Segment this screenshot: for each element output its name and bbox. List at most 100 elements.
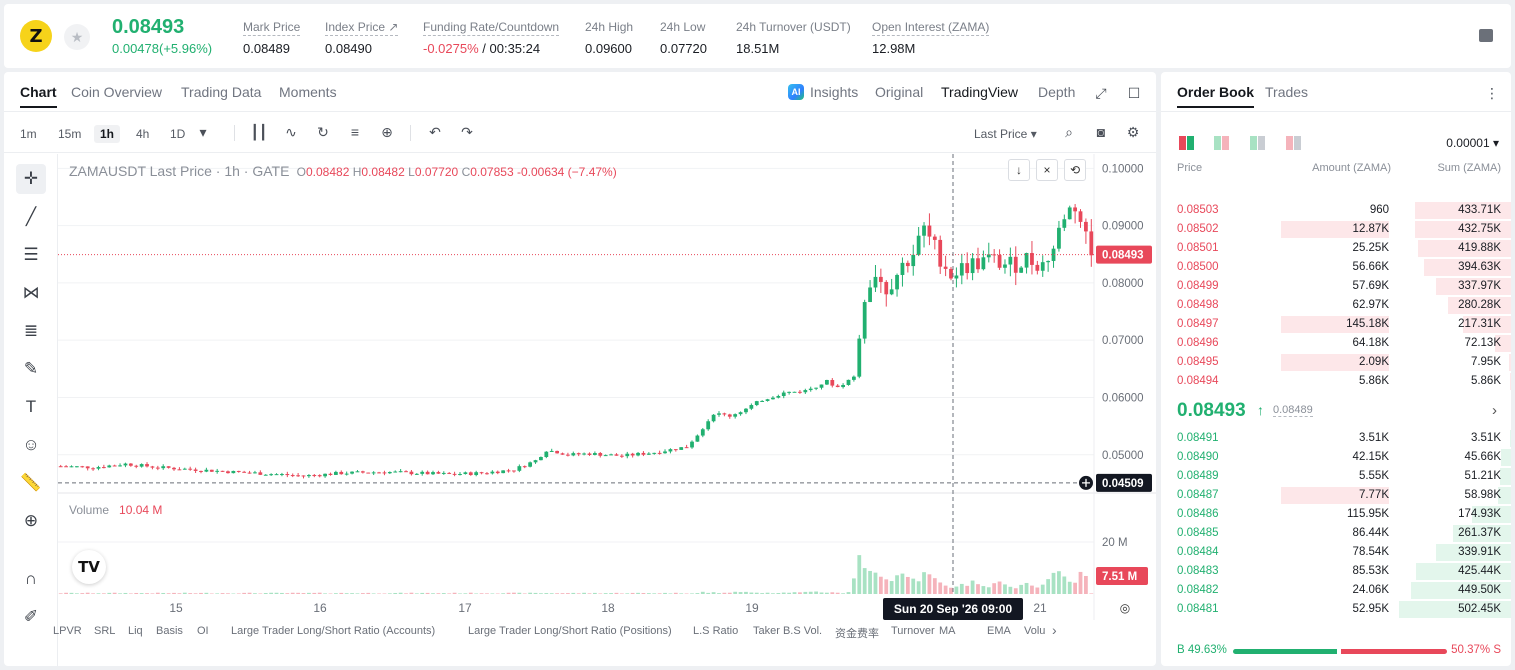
trend-line-icon[interactable]: ╱ <box>25 207 37 226</box>
ask-row[interactable]: 0.08499 57.69K 337.97K <box>1161 277 1511 296</box>
view-bid-ask-icon[interactable] <box>1214 136 1230 150</box>
indicator-2[interactable]: Liq <box>128 625 143 637</box>
candle-body <box>749 405 754 409</box>
settings-icon[interactable]: ◎ <box>1114 598 1136 620</box>
indicator-1[interactable]: SRL <box>94 625 116 637</box>
bid-row[interactable]: 0.08487 7.77K 58.98K <box>1161 486 1511 505</box>
camera-icon[interactable]: ◙ <box>1096 124 1106 140</box>
tab-coin-overview[interactable]: Coin Overview <box>71 84 163 100</box>
candle-type-icon[interactable]: ┃┃ <box>250 124 268 140</box>
indicator-9[interactable]: 资金费率 <box>835 628 879 640</box>
indicator-13[interactable]: Volu <box>1024 625 1046 637</box>
view-bids-icon[interactable] <box>1250 136 1266 150</box>
undo-icon[interactable]: ↶ <box>429 124 441 140</box>
view-depth[interactable]: Depth <box>1038 84 1076 100</box>
timeframe-4h[interactable]: 4h <box>136 127 150 141</box>
indicator-12[interactable]: EMA <box>987 625 1011 637</box>
ask-row[interactable]: 0.08497 145.18K 217.31K <box>1161 315 1511 334</box>
price-type-select[interactable]: Last Price ▾ <box>974 127 1037 141</box>
precision-select[interactable]: 0.00001 ▾ <box>1446 136 1499 150</box>
search-icon[interactable]: ⌕ <box>1065 124 1073 140</box>
candle-body <box>976 258 980 270</box>
tab-trades[interactable]: Trades <box>1265 84 1309 100</box>
redo-icon[interactable]: ↷ <box>461 124 473 140</box>
tab-order-book[interactable]: Order Book <box>1177 84 1255 108</box>
view-asks-icon[interactable] <box>1286 136 1302 150</box>
stat-label[interactable]: Open Interest (ZAMA) <box>872 20 990 36</box>
window-icon[interactable]: ☐ <box>1127 85 1141 101</box>
ask-row[interactable]: 0.08503 960 433.71K <box>1161 201 1511 220</box>
magnet-icon[interactable]: ∩ <box>24 569 38 588</box>
more-icon[interactable]: ⋮ <box>1485 85 1499 101</box>
pencil-lock-icon[interactable]: ✐ <box>23 607 39 626</box>
candle-body <box>1073 207 1078 212</box>
tab-moments[interactable]: Moments <box>279 84 337 100</box>
favorite-star-icon[interactable]: ★ <box>64 24 90 50</box>
collapse-icon[interactable]: × <box>1036 159 1058 181</box>
indicators-icon[interactable]: ∿ <box>285 124 297 140</box>
indicator-5[interactable]: Large Trader Long/Short Ratio (Accounts) <box>231 625 436 637</box>
chevron-right-icon[interactable]: › <box>1492 402 1497 419</box>
bid-row[interactable]: 0.08486 115.95K 174.93K <box>1161 505 1511 524</box>
view-tradingview[interactable]: TradingView <box>941 84 1019 100</box>
stat-label[interactable]: Index Price ↗ <box>325 20 399 36</box>
tab-trading-data[interactable]: Trading Data <box>181 84 262 100</box>
ask-row[interactable]: 0.08500 56.66K 394.63K <box>1161 258 1511 277</box>
indicator-10[interactable]: Turnover <box>891 625 935 637</box>
ask-row[interactable]: 0.08502 12.87K 432.75K <box>1161 220 1511 239</box>
add-alert-icon[interactable]: ⊕ <box>381 124 393 140</box>
ask-row[interactable]: 0.08494 5.86K 5.86K <box>1161 372 1511 391</box>
replay-icon[interactable]: ↻ <box>317 124 329 140</box>
bid-row[interactable]: 0.08483 85.53K 425.44K <box>1161 562 1511 581</box>
zoom-in-icon[interactable]: ⊕ <box>23 511 39 530</box>
gear-icon[interactable]: ⚙ <box>1126 124 1140 140</box>
bid-row[interactable]: 0.08481 52.95K 502.45K <box>1161 600 1511 619</box>
timeframe-1m[interactable]: 1m <box>20 127 37 141</box>
timeframe-1h[interactable]: 1h <box>94 125 121 143</box>
stat-label[interactable]: Mark Price <box>243 20 301 36</box>
pattern-icon[interactable]: ⋈ <box>22 283 40 302</box>
bid-row[interactable]: 0.08491 3.51K 3.51K <box>1161 429 1511 448</box>
ask-row[interactable]: 0.08498 62.97K 280.28K <box>1161 296 1511 315</box>
volume-bar <box>711 592 716 594</box>
refresh-icon[interactable]: ⟲ <box>1064 159 1086 181</box>
text-icon[interactable]: T <box>25 397 37 416</box>
fib-icon[interactable]: ≣ <box>23 321 39 340</box>
bid-row[interactable]: 0.08485 86.44K 261.37K <box>1161 524 1511 543</box>
indicator-11[interactable]: MA <box>939 625 956 637</box>
view-original[interactable]: Original <box>875 84 924 100</box>
ask-row[interactable]: 0.08496 64.18K 72.13K <box>1161 334 1511 353</box>
bid-row[interactable]: 0.08482 24.06K 449.50K <box>1161 581 1511 600</box>
ask-row[interactable]: 0.08501 25.25K 419.88K <box>1161 239 1511 258</box>
stat-label[interactable]: Funding Rate/Countdown <box>423 20 560 36</box>
indicator-4[interactable]: OI <box>197 625 209 637</box>
expand-icon[interactable]: ⤢ <box>1095 85 1107 101</box>
brush-icon[interactable]: ✎ <box>23 359 39 378</box>
ruler-icon[interactable]: 📏 <box>20 473 42 492</box>
indicator-0[interactable]: LPVR <box>53 625 82 637</box>
view-both-icon[interactable] <box>1179 136 1195 150</box>
chevron-right-icon[interactable]: › <box>1052 622 1057 638</box>
arrow-down-icon[interactable]: ↓ <box>1008 159 1030 181</box>
bid-row[interactable]: 0.08489 5.55K 51.21K <box>1161 467 1511 486</box>
chevron-down-icon[interactable]: ▾ <box>199 124 207 140</box>
book-icon[interactable] <box>1479 29 1493 42</box>
indicator-3[interactable]: Basis <box>156 625 183 637</box>
timeframe-15m[interactable]: 15m <box>58 127 82 141</box>
indicator-8[interactable]: Taker B.S Vol. <box>753 625 823 637</box>
crosshair-icon[interactable]: ✛ <box>16 164 46 194</box>
tab-chart[interactable]: Chart <box>20 84 57 108</box>
indicator-7[interactable]: L.S Ratio <box>693 625 739 637</box>
ai-insights-icon[interactable]: AI <box>788 84 804 100</box>
price-chart[interactable]: 0.10000 0.09000 0.08000 0.07000 0.06000 0.050… <box>58 154 1156 620</box>
horizontal-lines-icon[interactable]: ☰ <box>23 245 39 264</box>
view-insights[interactable]: Insights <box>810 84 859 100</box>
bid-row[interactable]: 0.08484 78.54K 339.91K <box>1161 543 1511 562</box>
bid-row[interactable]: 0.08490 42.15K 45.66K <box>1161 448 1511 467</box>
mid-price-row[interactable]: 0.08493 ↑ 0.08489 › <box>1177 400 1497 424</box>
template-icon[interactable]: ≡ <box>350 124 360 140</box>
emoji-icon[interactable]: ☺ <box>22 435 40 454</box>
ask-row[interactable]: 0.08495 2.09K 7.95K <box>1161 353 1511 372</box>
indicator-6[interactable]: Large Trader Long/Short Ratio (Positions… <box>468 625 672 637</box>
timeframe-1d[interactable]: 1D <box>170 127 186 141</box>
